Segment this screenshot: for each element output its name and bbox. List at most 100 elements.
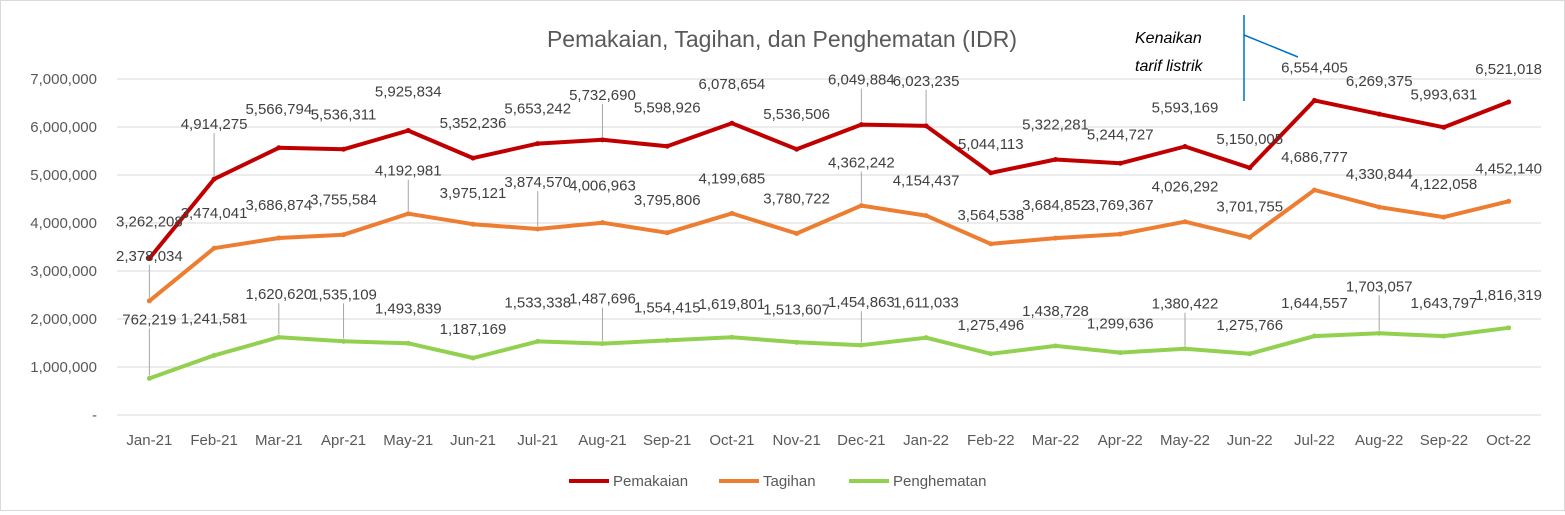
x-tick-label: Apr-21: [321, 432, 366, 449]
data-label-pemakaian: 5,653,242: [504, 101, 571, 118]
data-point-tagihan: [858, 203, 864, 209]
data-point-penghematan: [1182, 346, 1188, 352]
data-point-pemakaian: [794, 146, 800, 152]
legend: Pemakaian Tagihan Penghematan: [569, 473, 986, 490]
data-point-penghematan: [211, 352, 217, 358]
data-point-pemakaian: [1506, 99, 1512, 105]
data-label-pemakaian: 6,049,884: [828, 72, 895, 89]
data-label-tagihan: 4,026,292: [1152, 179, 1219, 196]
data-label-pemakaian: 5,993,631: [1411, 86, 1478, 103]
x-tick-label: Feb-22: [967, 432, 1015, 449]
data-label-pemakaian: 5,044,113: [958, 136, 1024, 153]
data-point-penghematan: [1506, 325, 1512, 331]
data-point-penghematan: [341, 338, 347, 344]
series-line-pemakaian: [147, 98, 1511, 261]
data-label-tagihan: 4,006,963: [569, 178, 636, 195]
data-label-penghematan: 1,275,496: [957, 317, 1024, 334]
data-label-pemakaian: 6,023,235: [893, 73, 960, 90]
data-label-pemakaian: 3,262,208: [116, 213, 183, 230]
data-label-tagihan: 4,330,844: [1346, 166, 1413, 183]
data-label-tagihan: 4,192,981: [375, 163, 442, 180]
data-point-pemakaian: [1441, 124, 1447, 130]
x-tick-label: Aug-22: [1355, 432, 1403, 449]
data-label-penghematan: 1,299,636: [1087, 316, 1154, 333]
data-label-tagihan: 4,362,242: [828, 155, 895, 172]
data-label-penghematan: 1,487,696: [569, 291, 636, 308]
data-label-tagihan: 3,795,806: [634, 192, 701, 209]
x-tick-label: May-22: [1160, 432, 1210, 449]
data-point-tagihan: [1247, 234, 1253, 240]
data-point-penghematan: [599, 341, 605, 347]
data-point-tagihan: [1441, 214, 1447, 220]
data-label-pemakaian: 6,078,654: [699, 76, 766, 93]
data-label-penghematan: 1,380,422: [1152, 296, 1219, 313]
data-point-pemakaian: [988, 170, 994, 176]
data-label-pemakaian: 5,593,169: [1152, 100, 1219, 117]
tariff-increase-annotation: Kenaikan tarif listrik: [1135, 15, 1299, 101]
data-label-tagihan: 3,975,121: [440, 185, 507, 202]
data-label-penghematan: 1,241,581: [181, 310, 248, 327]
data-point-tagihan: [211, 245, 217, 251]
data-point-penghematan: [923, 335, 929, 341]
legend-label-penghematan: Penghematan: [893, 473, 986, 490]
legend-label-tagihan: Tagihan: [763, 473, 816, 490]
x-axis: Jan-21 Feb-21 Mar-21 Apr-21 May-21 Jun-21 Jul-…: [126, 432, 1531, 449]
y-tick-label: 6,000,000: [30, 119, 97, 136]
data-label-tagihan: 3,686,874: [245, 197, 312, 214]
data-label-penghematan: 1,816,319: [1475, 287, 1542, 304]
data-point-tagihan: [405, 211, 411, 217]
data-point-pemakaian: [858, 122, 864, 128]
data-point-penghematan: [729, 334, 735, 340]
data-point-penghematan: [405, 340, 411, 346]
x-tick-label: Jun-21: [450, 432, 496, 449]
data-label-penghematan: 1,554,415: [634, 299, 701, 316]
data-label-pemakaian: 6,521,018: [1475, 61, 1542, 78]
data-point-pemakaian: [146, 255, 152, 261]
data-point-tagihan: [794, 231, 800, 237]
data-label-tagihan: 3,474,041: [181, 205, 248, 222]
data-label-penghematan: 1,535,109: [310, 286, 377, 303]
x-tick-label: Dec-21: [837, 432, 885, 449]
data-label-pemakaian: 6,554,405: [1281, 59, 1348, 76]
data-point-penghematan: [470, 355, 476, 361]
data-label-pemakaian: 5,925,834: [375, 84, 442, 101]
data-point-penghematan: [276, 334, 282, 340]
annotation-pointer-line: [1243, 34, 1299, 58]
data-point-pemakaian: [1247, 165, 1253, 171]
series-lines: [146, 97, 1512, 381]
data-label-tagihan: 3,780,722: [763, 191, 830, 208]
data-point-pemakaian: [729, 120, 735, 126]
data-label-penghematan: 1,619,801: [699, 296, 766, 313]
data-label-pemakaian: 5,732,690: [569, 87, 636, 104]
y-tick-label: 4,000,000: [30, 215, 97, 232]
data-label-penghematan: 762,219: [122, 311, 176, 328]
data-label-pemakaian: 5,598,926: [634, 99, 701, 116]
data-label-tagihan: 4,199,685: [699, 170, 766, 187]
y-tick-label: 5,000,000: [30, 167, 97, 184]
data-point-pemakaian: [535, 141, 541, 147]
x-tick-label: Jan-22: [903, 432, 949, 449]
data-point-penghematan: [1117, 350, 1123, 356]
x-tick-label: Jan-21: [126, 432, 172, 449]
x-tick-label: Aug-21: [578, 432, 626, 449]
data-label-penghematan: 1,275,766: [1216, 317, 1283, 334]
data-label-penghematan: 1,644,557: [1281, 295, 1348, 312]
data-label-tagihan: 4,154,437: [893, 173, 960, 190]
data-point-penghematan: [535, 338, 541, 344]
y-tick-label: -: [92, 407, 97, 424]
data-label-penghematan: 1,533,338: [504, 294, 571, 311]
annotation-line-2: tarif listrik: [1135, 58, 1204, 75]
data-point-tagihan: [1117, 231, 1123, 237]
data-point-tagihan: [341, 232, 347, 238]
data-point-penghematan: [988, 351, 994, 357]
data-label-tagihan: 2,378,034: [116, 248, 183, 265]
data-label-tagihan: 3,769,367: [1087, 197, 1154, 214]
data-label-tagihan: 4,452,140: [1475, 160, 1542, 177]
x-tick-label: Apr-22: [1098, 432, 1143, 449]
x-tick-label: Sep-21: [643, 432, 691, 449]
data-label-pemakaian: 5,566,794: [245, 101, 312, 118]
data-label-pemakaian: 5,150,005: [1216, 131, 1283, 148]
data-label-tagihan: 3,874,570: [504, 174, 571, 191]
